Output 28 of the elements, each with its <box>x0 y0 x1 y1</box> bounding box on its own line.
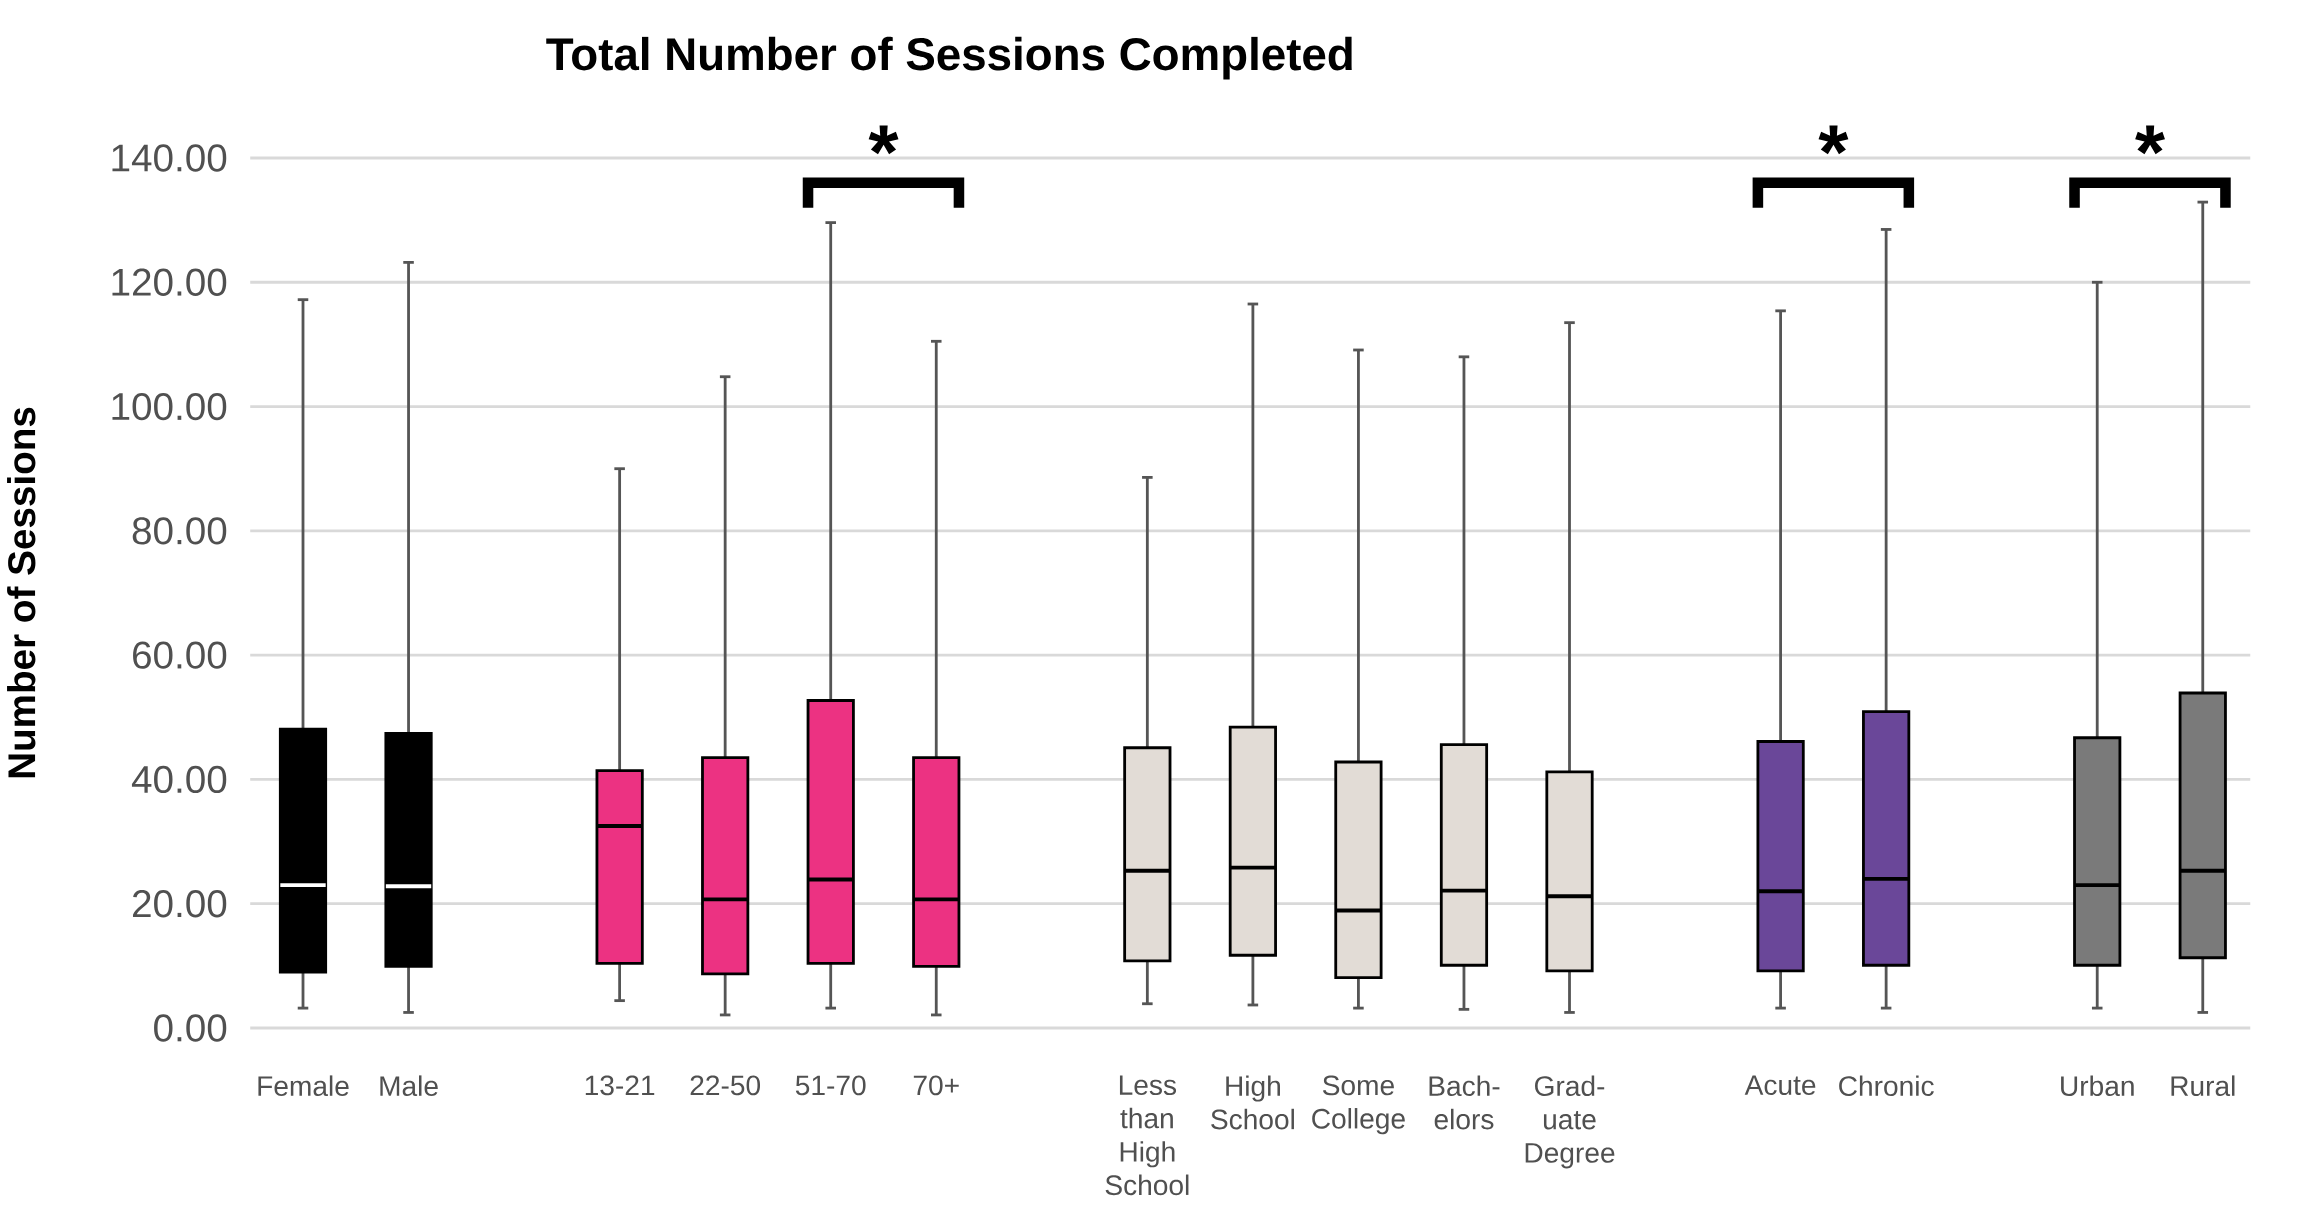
x-tick-label: Some College <box>1312 1075 1405 1135</box>
x-tick-label: 70+ <box>913 1075 959 1096</box>
x-tick-label: Acute <box>1744 1075 1816 1096</box>
x-tick-label: Chronic <box>1839 1075 1934 1097</box>
x-tick-label: Bach-elors <box>1429 1075 1500 1130</box>
x-tick-label: Less than High School <box>1105 1075 1189 1196</box>
text: * <box>868 125 899 155</box>
chart-title: Total Number of Sessions Completed <box>546 36 1352 80</box>
y-tick-label: 60.00 <box>133 641 227 669</box>
y-axis-title: Number of Sessions <box>7 407 36 778</box>
x-tick-label: Female <box>258 1075 349 1097</box>
y-tick-label: 100.00 <box>112 392 227 421</box>
y-tick-label: 120.00 <box>112 268 227 296</box>
y-tick-label: 40.00 <box>131 765 227 794</box>
y-tick-label: 20.00 <box>133 890 227 918</box>
text: * <box>1818 125 1849 155</box>
x-tick-label: High School <box>1211 1075 1294 1130</box>
x-tick-label: Rural <box>2171 1075 2235 1097</box>
x-tick-label: Grad-uate Degree <box>1525 1075 1615 1169</box>
x-tick-label: 22-50 <box>690 1075 761 1096</box>
y-tick-label: 80.00 <box>132 517 227 545</box>
x-tick-label: Urban <box>2061 1075 2134 1097</box>
y-tick-label: 140.00 <box>112 144 227 172</box>
text: * <box>2135 125 2165 155</box>
x-tick-label: 51-70 <box>795 1075 866 1096</box>
x-tick-label: 13-21 <box>585 1075 655 1096</box>
x-tick-label: Male <box>380 1075 438 1097</box>
y-tick-label: 0.00 <box>154 1014 227 1042</box>
